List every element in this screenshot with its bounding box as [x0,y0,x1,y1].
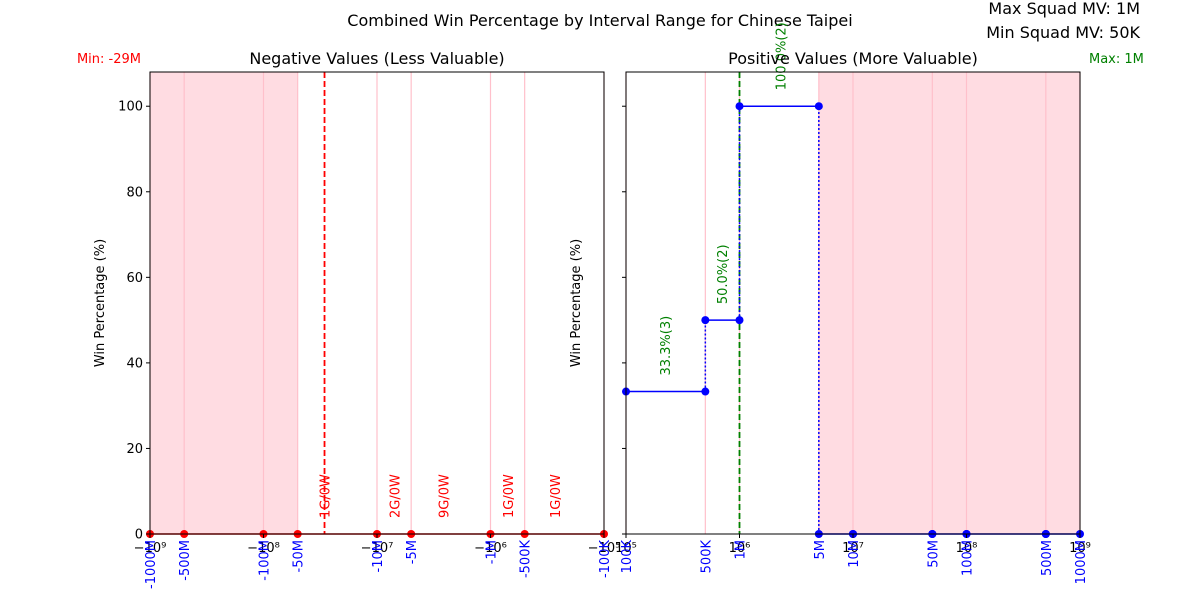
y-tick-label: 60 [126,271,143,286]
annotation-label: 100.0%(2) [775,22,790,90]
min-squad-mv-info: Min Squad MV: 50K [986,23,1140,42]
x-tick-label: −10⁸ [247,541,280,556]
y-tick-label: 40 [126,356,143,371]
interval-label: -100M [258,540,273,581]
x-tick-label: −10⁷ [361,541,394,556]
y-axis-label: Win Percentage (%) [93,239,108,367]
interval-label: 50M [926,540,941,568]
y-tick-label: 80 [126,185,143,200]
annotation-label: 1G/0W [549,474,564,518]
annotation-label: 2G/0W [389,474,404,518]
max-marker-label: Max: 1M [1089,52,1144,67]
negative-values-panel: 1G/0W 2G/0W 9G/0W 1G/0W 1G/0W 0 20 40 60 80 100 −10… [77,49,620,589]
segment-start-point [735,102,744,111]
x-tick-label: 10⁹ [1069,541,1091,556]
max-squad-mv-info: Max Squad MV: 1M [988,0,1140,18]
x-tick-label: −10⁵ [588,541,621,556]
annotation-label: 50.0%(2) [716,244,731,304]
y-tick-label: 20 [126,442,143,457]
interval-label: -500M [178,540,193,581]
interval-label: -100K [598,540,613,579]
x-tick-label: 10⁷ [842,541,864,556]
positive-values-panel: 33.3%(3) 50.0%(2) 100.0%(2) 10⁵ 10⁶ 10⁷ 10⁸ 10⁹… [569,22,1144,584]
interval-label: 500K [699,540,714,574]
annotation-label: 1G/0W [502,474,517,518]
x-tick-label: 10⁸ [956,541,978,556]
segment-start-point [701,316,710,325]
interval-label: 10M [847,540,862,568]
segment-end-point [814,102,823,111]
y-axis-label: Win Percentage (%) [569,239,584,367]
shaded-range [818,72,1080,534]
min-marker-label: Min: -29M [77,52,141,67]
interval-label: -5M [405,540,420,564]
x-tick-label: −10⁹ [134,541,167,556]
x-tick-label: 10⁵ [615,541,637,556]
interval-label: -50M [292,540,307,572]
interval-label: 100K [620,540,635,574]
figure-suptitle: Combined Win Percentage by Interval Rang… [347,11,852,30]
annotation-label: 1G/0W [319,474,334,518]
x-tick-label: −10⁶ [474,541,507,556]
interval-label: -500K [519,540,534,579]
segment-end-point [735,316,744,325]
panel-title: Positive Values (More Valuable) [728,49,978,68]
interval-label: -1M [485,540,500,564]
panel-title: Negative Values (Less Valuable) [249,49,504,68]
annotation-label: 9G/0W [437,474,452,518]
interval-label: 500M [1040,540,1055,576]
interval-label: 5M [813,540,828,560]
segment-end-point [701,387,710,396]
y-tick-label: 0 [135,528,143,543]
interval-label: -10M [371,540,386,572]
y-tick-label: 100 [118,100,143,115]
shaded-range [150,72,298,534]
interval-label: -1000M [144,540,159,589]
interval-label: 1M [734,540,749,560]
interval-label: 1000M [1074,540,1089,584]
annotation-label: 33.3%(3) [659,316,674,376]
interval-label: 100M [961,540,976,576]
x-tick-label: 10⁶ [729,541,751,556]
